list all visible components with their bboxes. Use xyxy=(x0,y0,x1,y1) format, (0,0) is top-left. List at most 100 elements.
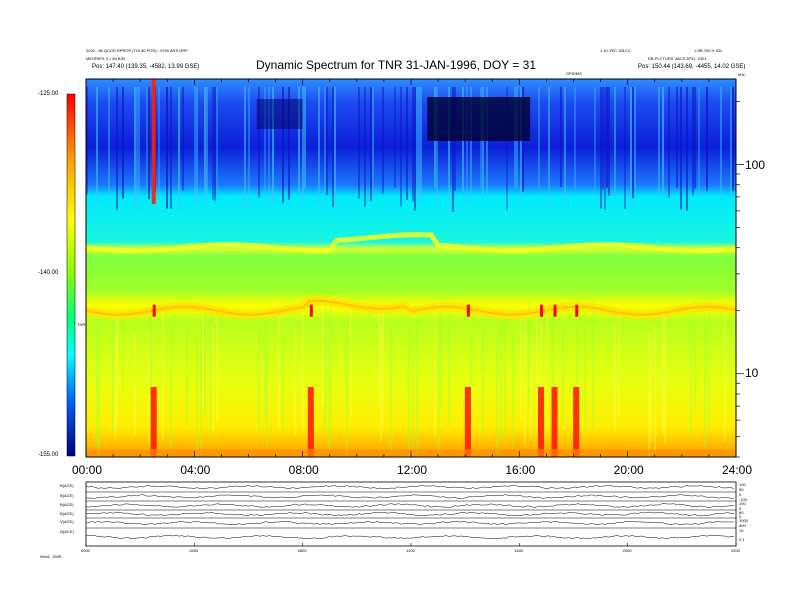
colorbar-tick-top: -125.00 xyxy=(38,91,59,97)
spectrogram-column xyxy=(690,321,692,438)
spectrogram-column xyxy=(600,87,602,209)
panel-right-tick: 60 xyxy=(739,510,744,515)
info-right-1b: LSB 700 H 331 xyxy=(695,48,723,53)
spectrogram-column xyxy=(416,322,418,454)
spectrogram-column xyxy=(390,324,392,455)
spectrogram-column xyxy=(686,87,688,211)
spectrogram-column xyxy=(448,87,450,203)
spectrogram-column xyxy=(470,87,472,203)
panel-x-tick-label: 0800 xyxy=(297,548,307,553)
panel-right-tick: 0 xyxy=(739,492,742,497)
spectrogram-column xyxy=(412,87,414,202)
spectrogram-column xyxy=(604,87,606,211)
panel-trace xyxy=(85,520,734,526)
info-right-2: EB-PLCTURS VACS 2P31, 2301 xyxy=(648,56,707,61)
spectrogram-column xyxy=(122,87,124,199)
spectrogram-column xyxy=(602,87,604,190)
spectrogram-column xyxy=(704,329,706,450)
radio-burst xyxy=(540,304,543,317)
spectrogram-column xyxy=(272,87,274,205)
spectrogram-column xyxy=(216,316,218,421)
spectrogram-column xyxy=(708,309,710,430)
spectrogram-column xyxy=(378,306,380,409)
y-tick-10: 10 xyxy=(745,366,759,380)
spectrogram-column xyxy=(210,309,212,442)
spectrogram-column xyxy=(664,309,666,443)
panel-right-tick: 0.1 xyxy=(739,537,745,542)
spectrogram-column xyxy=(206,87,208,212)
spectrogram-column xyxy=(178,87,180,212)
spectrogram-column xyxy=(166,87,168,209)
radio-burst xyxy=(464,387,471,457)
spectrogram-column xyxy=(158,87,160,202)
spectrogram-column xyxy=(148,335,150,445)
spectrogram-column xyxy=(302,87,304,199)
spectrogram-column xyxy=(332,87,334,208)
panel-right-tick: 500 xyxy=(739,523,746,528)
spectrogram-column xyxy=(436,87,438,207)
footer-label: Wind.. SWE xyxy=(40,554,62,559)
spectrogram-column xyxy=(322,302,324,406)
spectrogram-column xyxy=(182,87,184,191)
spectrogram-column xyxy=(452,87,454,212)
spectrogram-column xyxy=(258,87,260,198)
spectrogram xyxy=(86,79,736,457)
radio-burst xyxy=(573,387,580,457)
spectrogram-column xyxy=(212,324,214,431)
x-tick-label: 00:00 xyxy=(72,463,103,477)
spectrogram-column xyxy=(524,316,526,445)
spectrogram-column xyxy=(196,87,198,204)
spectrogram-column xyxy=(318,87,320,206)
spectrogram-column xyxy=(668,87,670,198)
spectrogram-column xyxy=(418,87,420,203)
spectrogram-column xyxy=(334,87,336,210)
spectrogram-column xyxy=(530,337,532,442)
spectrogram-column xyxy=(538,87,540,188)
spectrogram-column xyxy=(148,87,150,200)
chart-title: Dynamic Spectrum for TNR 31-JAN-1996, DO… xyxy=(256,58,536,72)
panel-right-tick: 100 xyxy=(739,482,746,487)
spectrogram-column xyxy=(162,304,164,442)
spectrogram-column xyxy=(134,87,136,207)
spectrogram-column xyxy=(194,87,196,201)
panel-label: N(ACE) xyxy=(60,529,74,534)
panel-trace xyxy=(86,494,735,499)
panel-right-tick: 0 xyxy=(739,514,742,519)
spectrogram-column xyxy=(658,87,660,193)
spectrogram-column xyxy=(438,333,440,457)
spectrogram-column xyxy=(706,87,708,191)
spectrogram-column xyxy=(216,87,218,195)
spectrogram-column xyxy=(170,316,172,452)
radio-burst xyxy=(553,304,557,317)
panel-label: B(ACE) xyxy=(60,502,74,507)
panel-x-tick-label: 1600 xyxy=(514,548,524,553)
radio-burst xyxy=(150,387,157,457)
spectrogram-column xyxy=(324,87,326,203)
spectrogram-column xyxy=(592,301,594,429)
panel-trace xyxy=(86,511,735,517)
spectrogram-column xyxy=(496,338,498,457)
spectrogram-column xyxy=(350,309,352,418)
spectrogram-column xyxy=(732,87,734,191)
spectrogram-column xyxy=(536,309,538,417)
spectrogram-column xyxy=(562,319,564,428)
spectrogram-column xyxy=(448,311,450,428)
spectrogram-column xyxy=(112,310,114,434)
x-tick-label: 20:00 xyxy=(613,463,644,477)
radio-burst xyxy=(466,304,470,317)
spectrogram-column xyxy=(278,301,280,427)
panel-x-tick-label: 1200 xyxy=(406,548,415,553)
spectrogram-column xyxy=(258,323,260,433)
radio-burst xyxy=(538,387,544,457)
spectrogram-column xyxy=(196,330,198,457)
spectrogram-column xyxy=(114,336,116,439)
spectrogram-column xyxy=(632,87,634,199)
colorbar xyxy=(66,93,76,457)
spectrogram-column xyxy=(326,87,328,195)
colorbar-tick-mid: -140.00 xyxy=(38,270,59,276)
panel-x-tick-label: 2400 xyxy=(731,548,740,553)
spectrogram-column xyxy=(212,87,214,200)
spectrogram-column xyxy=(546,315,548,434)
spectrogram-column xyxy=(400,87,402,207)
